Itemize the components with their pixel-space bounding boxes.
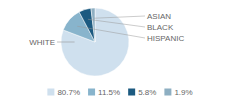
legend-swatch [47,89,54,96]
legend-swatch [88,89,95,96]
legend-item: 5.8% [128,88,156,97]
slice-label: HISPANIC [147,34,184,43]
slice-label: ASIAN [147,12,171,21]
leader-line [88,19,145,27]
slice-label: BLACK [147,23,174,32]
leader-line [77,26,145,38]
legend-swatch [164,89,171,96]
chart: WHITE ASIAN BLACK HISPANIC 80.7% 11.5% 5.8% 1.9… [0,0,240,100]
pie-slice [91,8,95,42]
leader-line [94,16,145,18]
slice-label: WHITE [29,38,55,47]
pie-slice [79,8,95,42]
leader-line [57,42,75,43]
legend-label: 1.9% [174,88,192,97]
legend-label: 80.7% [57,88,80,97]
legend: 80.7% 11.5% 5.8% 1.9% [47,88,192,97]
legend-item: 80.7% [47,88,80,97]
legend-item: 11.5% [88,88,120,97]
legend-swatch [128,89,135,96]
legend-label: 11.5% [98,88,120,97]
labels: WHITE ASIAN BLACK HISPANIC [29,12,184,47]
legend-item: 1.9% [164,88,192,97]
legend-label: 5.8% [138,88,156,97]
